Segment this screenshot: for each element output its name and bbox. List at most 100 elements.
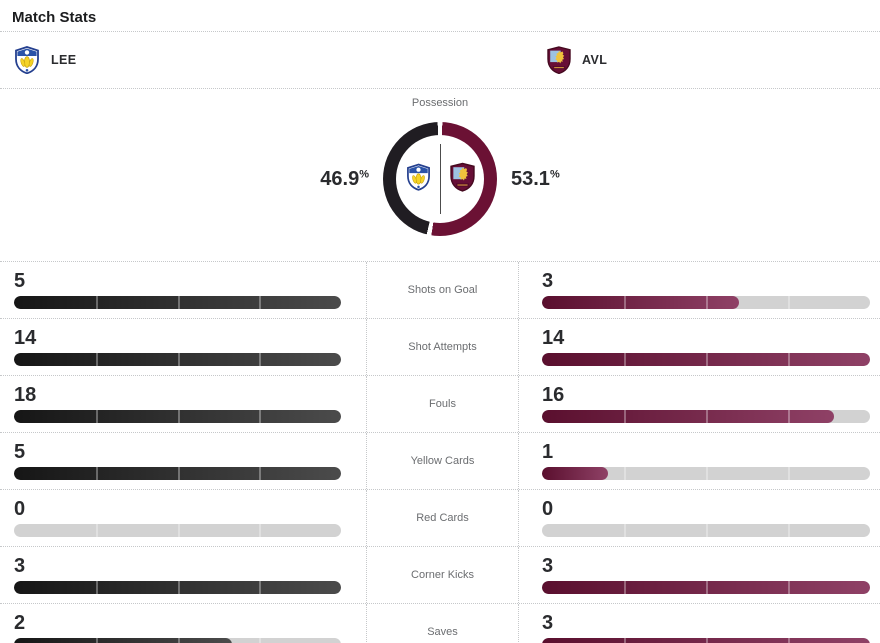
away-stat-bar-fill [542, 638, 870, 643]
home-stat-cell: 5 [0, 262, 366, 318]
donut-center-divider [439, 144, 441, 214]
away-stat-value: 3 [542, 555, 554, 577]
bar-segment-divider [95, 638, 98, 643]
bar-segment-divider [788, 581, 790, 594]
bar-segment-divider [706, 638, 708, 643]
bar-segment-divider [177, 524, 180, 537]
away-stat-cell: 16 [519, 376, 880, 432]
home-stat-bar [14, 581, 341, 594]
stat-row: 0 Red Cards 0 [0, 489, 880, 546]
bar-segment-divider [259, 524, 262, 537]
aston-villa-crest-icon [449, 162, 475, 197]
bar-segment-divider [177, 353, 180, 366]
bar-segment-divider [95, 581, 98, 594]
bar-segment-divider [177, 467, 180, 480]
home-stat-cell: 14 [0, 319, 366, 375]
bar-segment-divider [95, 524, 98, 537]
home-stat-bar-fill [14, 410, 341, 423]
bar-segment-divider [95, 353, 98, 366]
stat-row: 5 Shots on Goal 3 [0, 261, 880, 318]
away-stat-value: 1 [542, 441, 554, 463]
bar-segment-divider [177, 410, 180, 423]
stat-label-cell: Red Cards [366, 490, 519, 546]
away-stat-bar-fill [542, 296, 739, 309]
team-home[interactable]: LEE [14, 32, 77, 88]
away-team-abbr: AVL [582, 53, 608, 67]
bar-segment-divider [259, 638, 262, 643]
bar-segment-divider [706, 410, 708, 423]
home-team-abbr: LEE [51, 53, 77, 67]
possession-donut-center [396, 135, 484, 223]
stat-label-cell: Shot Attempts [366, 319, 519, 375]
home-possession-value: 46.9% [237, 168, 369, 191]
bar-segment-divider [788, 638, 790, 643]
stat-label-cell: Corner Kicks [366, 547, 519, 603]
bar-segment-divider [624, 581, 626, 594]
stat-row: 18 Fouls 16 [0, 375, 880, 432]
page-title: Match Stats [12, 9, 97, 26]
bar-segment-divider [624, 353, 626, 366]
bar-segment-divider [177, 638, 180, 643]
away-possession-percent-sign: % [549, 167, 560, 180]
bar-segment-divider [259, 353, 262, 366]
stat-label-cell: Yellow Cards [366, 433, 519, 489]
home-stat-bar-fill [14, 581, 341, 594]
bar-segment-divider [177, 296, 180, 309]
bar-segment-divider [177, 581, 180, 594]
home-stat-bar [14, 467, 341, 480]
home-stat-value: 3 [14, 555, 26, 577]
away-stat-value: 16 [542, 384, 565, 406]
stats-comparison-table: 5 Shots on Goal 3 14 [0, 261, 880, 643]
bar-segment-divider [788, 353, 790, 366]
home-stat-cell: 18 [0, 376, 366, 432]
team-away[interactable]: AVL [547, 32, 607, 88]
bar-segment-divider [706, 296, 708, 309]
home-stat-value: 14 [14, 327, 37, 349]
bar-segment-divider [95, 296, 98, 309]
away-stat-bar [542, 353, 870, 366]
away-stat-value: 3 [542, 270, 554, 292]
away-stat-cell: 0 [519, 490, 880, 546]
stat-label: Yellow Cards [410, 455, 475, 467]
home-stat-value: 5 [14, 441, 26, 463]
bar-segment-divider [95, 467, 98, 480]
bar-segment-divider [706, 467, 708, 480]
bar-segment-divider [788, 467, 790, 480]
stat-label: Saves [427, 626, 458, 638]
home-stat-value: 2 [14, 612, 26, 634]
home-stat-value: 0 [14, 498, 26, 520]
possession-section: Possession 46.9% [0, 89, 880, 261]
stat-row: 14 Shot Attempts 14 [0, 318, 880, 375]
away-stat-bar [542, 296, 870, 309]
away-stat-bar [542, 581, 870, 594]
bar-segment-divider [706, 353, 708, 366]
home-stat-bar [14, 353, 341, 366]
away-stat-bar [542, 524, 870, 537]
away-stat-bar [542, 638, 870, 643]
away-stat-bar [542, 410, 870, 423]
aston-villa-crest-icon [547, 46, 571, 74]
away-stat-cell: 1 [519, 433, 880, 489]
stat-label: Fouls [429, 398, 456, 410]
bar-segment-divider [788, 296, 790, 309]
home-stat-value: 5 [14, 270, 26, 292]
stat-label-cell: Saves [366, 604, 519, 643]
bar-segment-divider [788, 410, 790, 423]
home-stat-bar-fill [14, 638, 232, 643]
teams-row: LEE AVL [0, 32, 880, 89]
home-stat-bar [14, 524, 341, 537]
away-stat-value: 0 [542, 498, 554, 520]
bar-segment-divider [259, 467, 262, 480]
bar-segment-divider [95, 410, 98, 423]
home-stat-value: 18 [14, 384, 37, 406]
away-stat-bar-fill [542, 353, 870, 366]
leeds-crest-icon [14, 46, 40, 74]
stat-row: 2 Saves 3 [0, 603, 880, 643]
home-stat-cell: 0 [0, 490, 366, 546]
bar-segment-divider [259, 410, 262, 423]
bar-segment-divider [259, 296, 262, 309]
away-stat-cell: 3 [519, 262, 880, 318]
away-stat-cell: 3 [519, 604, 880, 643]
bar-segment-divider [706, 581, 708, 594]
bar-segment-divider [624, 524, 626, 537]
